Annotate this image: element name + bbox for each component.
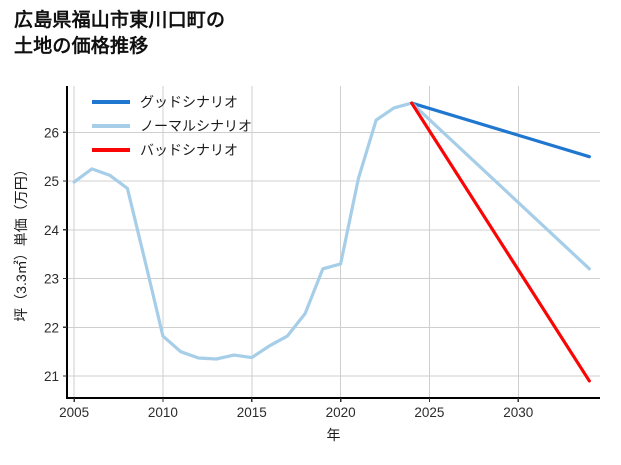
y-tick-label: 25 (44, 174, 59, 189)
x-tick-label: 2015 (237, 405, 267, 420)
chart-title: 広島県福山市東川口町の 土地の価格推移 (14, 10, 226, 58)
series-line-2 (410, 101, 591, 383)
gridlines (67, 86, 600, 398)
y-axis-title: 坪（3.3㎡）単価（万円） (13, 162, 29, 321)
series-line-0 (410, 101, 591, 159)
legend-label: グッドシナリオ (140, 94, 238, 110)
series-line-1 (72, 101, 591, 361)
y-tick-label: 23 (44, 272, 59, 287)
x-axis: 2005 2010 2015 2020 2025 2030 (59, 398, 533, 420)
series-group (72, 101, 591, 383)
x-axis-title: 年 (327, 427, 341, 443)
y-tick-label: 21 (44, 369, 59, 384)
x-tick-label: 2010 (148, 405, 178, 420)
x-tick-label: 2030 (503, 405, 533, 420)
legend-label: バッドシナリオ (140, 142, 238, 158)
x-tick-label: 2025 (414, 405, 444, 420)
y-axis: 21 22 23 24 25 26 (44, 125, 67, 384)
legend-label: ノーマルシナリオ (140, 118, 252, 134)
axis-spines (65, 86, 600, 400)
y-tick-label: 24 (44, 223, 60, 238)
y-tick-label: 26 (44, 125, 59, 140)
y-tick-label: 22 (44, 320, 59, 335)
x-tick-label: 2005 (59, 405, 89, 420)
x-tick-label: 2020 (326, 405, 356, 420)
